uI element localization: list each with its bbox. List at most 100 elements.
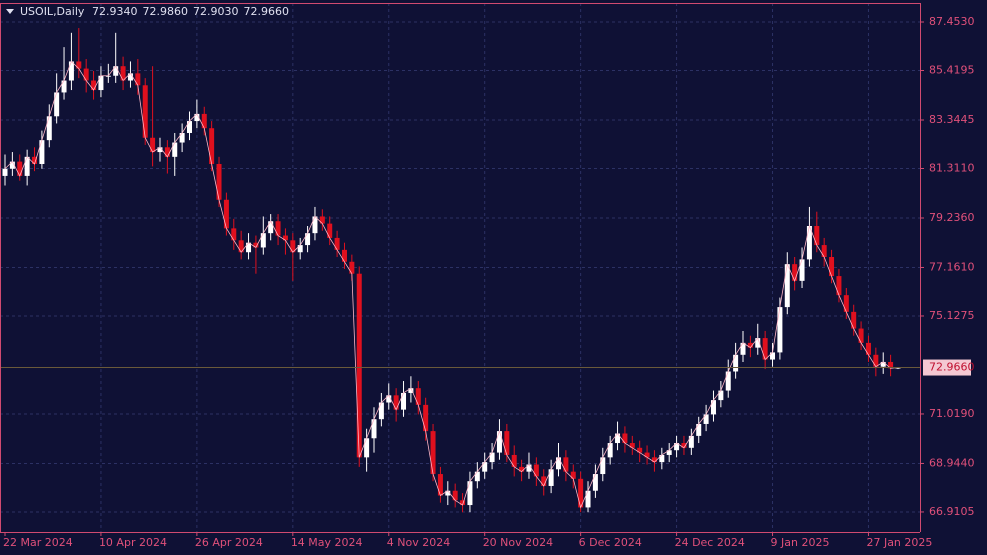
y-tick-label: 83.3445 bbox=[929, 113, 975, 126]
candle-body bbox=[209, 128, 215, 164]
y-tick-label: 79.2360 bbox=[929, 211, 975, 224]
candle-body bbox=[784, 264, 790, 308]
candle-body bbox=[61, 80, 67, 93]
candle-body bbox=[777, 307, 783, 353]
candle-body bbox=[46, 116, 52, 141]
candle-body bbox=[437, 474, 443, 496]
candle-body bbox=[843, 295, 849, 312]
candle-body bbox=[9, 161, 15, 169]
candle-body bbox=[792, 264, 798, 281]
candle-body bbox=[238, 240, 244, 253]
candle-body bbox=[39, 140, 45, 164]
candle-body bbox=[246, 242, 252, 253]
candle-body bbox=[187, 121, 192, 133]
candle-body bbox=[297, 245, 303, 253]
candle-body bbox=[474, 471, 480, 482]
candle-body bbox=[821, 245, 827, 258]
candle-body bbox=[282, 235, 288, 241]
x-tick-label: 27 Jan 2025 bbox=[866, 536, 932, 549]
candle-body bbox=[157, 147, 163, 153]
candle-body bbox=[659, 454, 665, 463]
candle-body bbox=[378, 402, 384, 420]
candle-body bbox=[696, 423, 702, 436]
symbol: USOIL,Daily bbox=[20, 5, 85, 18]
candle-body bbox=[32, 156, 38, 164]
quote-value: 72.9340 bbox=[92, 5, 138, 18]
candle-body bbox=[873, 354, 879, 367]
quote-value: 72.9860 bbox=[143, 5, 189, 18]
candle-body bbox=[17, 161, 23, 176]
x-tick-label: 22 Mar 2024 bbox=[3, 536, 73, 549]
x-tick-label: 24 Dec 2024 bbox=[675, 536, 745, 549]
candle-body bbox=[334, 237, 340, 250]
y-tick-label: 66.9105 bbox=[929, 505, 975, 518]
candle-body bbox=[356, 273, 362, 458]
candle-body bbox=[511, 454, 517, 467]
candle-body bbox=[526, 464, 532, 472]
y-tick-label: 75.1275 bbox=[929, 309, 975, 322]
y-tick-label: 87.4530 bbox=[929, 15, 975, 28]
y-tick-label: 85.4195 bbox=[929, 64, 975, 77]
candle-body bbox=[105, 75, 111, 77]
candle-body bbox=[674, 443, 680, 451]
candle-body bbox=[888, 361, 894, 369]
candle-body bbox=[142, 85, 148, 138]
candle-body bbox=[408, 388, 414, 393]
current-price-box bbox=[923, 359, 971, 376]
candle-body bbox=[858, 328, 864, 343]
candle-body bbox=[445, 490, 451, 496]
candle-body bbox=[401, 392, 407, 410]
candle-body bbox=[260, 233, 266, 248]
candle-body bbox=[651, 457, 657, 463]
candle-body bbox=[98, 75, 104, 91]
candle-body bbox=[231, 228, 237, 241]
candle-body bbox=[851, 311, 857, 329]
candle-body bbox=[2, 168, 8, 176]
candle-body bbox=[253, 242, 259, 248]
candle-body bbox=[423, 404, 429, 432]
candle-body bbox=[371, 419, 377, 439]
candle-body bbox=[725, 371, 731, 391]
current-price-label: 72.9660 bbox=[929, 361, 975, 374]
candle-body bbox=[415, 388, 421, 405]
candle-body bbox=[290, 240, 296, 253]
candle-body bbox=[275, 221, 281, 236]
candle-body bbox=[637, 447, 643, 453]
candle-body bbox=[364, 438, 370, 458]
x-tick-label: 26 Apr 2024 bbox=[195, 536, 263, 549]
candle-body bbox=[113, 66, 119, 76]
candle-body bbox=[666, 450, 672, 455]
candle-body bbox=[150, 137, 156, 153]
candle-body bbox=[570, 471, 576, 479]
x-tick-label: 4 Nov 2024 bbox=[387, 536, 450, 549]
candle-body bbox=[740, 342, 746, 355]
candle-body bbox=[430, 431, 436, 475]
candle-body bbox=[629, 443, 635, 448]
y-tick-label: 68.9440 bbox=[929, 456, 975, 469]
candle-body bbox=[268, 221, 274, 234]
candle-body bbox=[622, 433, 628, 444]
quote-value: 72.9030 bbox=[193, 5, 239, 18]
candle-body bbox=[703, 414, 709, 424]
candle-body bbox=[762, 338, 768, 360]
candle-body bbox=[24, 156, 30, 176]
candle-body bbox=[164, 147, 170, 157]
candle-body bbox=[482, 462, 488, 472]
candle-body bbox=[135, 73, 141, 86]
candle-body bbox=[341, 249, 347, 262]
candle-body bbox=[216, 163, 222, 200]
candle-body bbox=[644, 452, 650, 458]
menu-triangle[interactable] bbox=[6, 9, 14, 14]
candle-body bbox=[563, 457, 569, 472]
candle-body bbox=[718, 390, 724, 401]
y-tick-label: 77.1610 bbox=[929, 260, 975, 273]
candle-body bbox=[460, 500, 466, 506]
x-tick-label: 10 Apr 2024 bbox=[99, 536, 167, 549]
candle-body bbox=[814, 226, 820, 246]
candle-body bbox=[312, 216, 318, 234]
candle-body bbox=[607, 443, 613, 458]
candle-body bbox=[194, 113, 200, 122]
candle-body bbox=[806, 226, 812, 260]
